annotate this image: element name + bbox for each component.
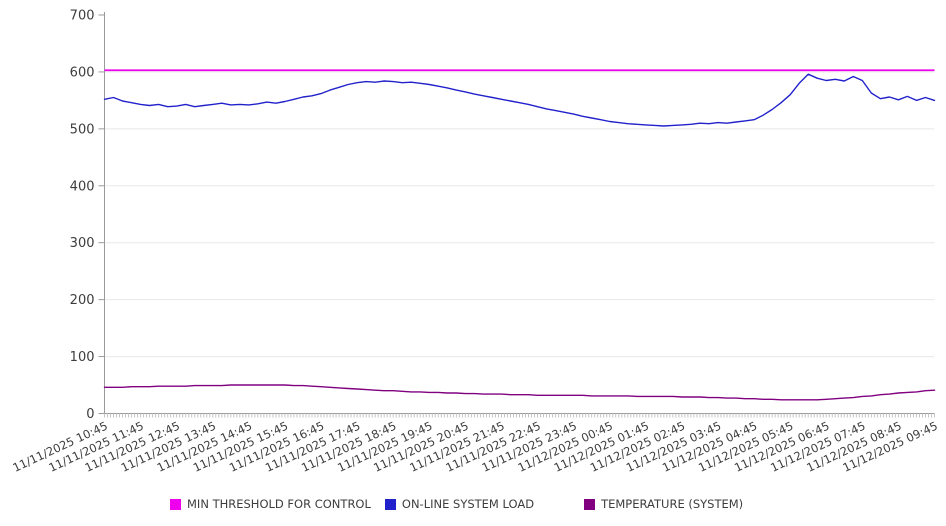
legend-label: MIN THRESHOLD FOR CONTROL — [187, 497, 371, 511]
legend-item-online-system-load[interactable]: ON-LINE SYSTEM LOAD — [384, 497, 535, 511]
legend-label: ON-LINE SYSTEM LOAD — [401, 497, 535, 511]
svg-text:700: 700 — [70, 9, 95, 24]
online-system-load-swatch-icon — [384, 498, 396, 510]
svg-text:300: 300 — [70, 236, 95, 251]
legend-item-min-threshold[interactable]: MIN THRESHOLD FOR CONTROL — [170, 497, 371, 511]
legend-label: TEMPERATURE (SYSTEM) — [601, 497, 744, 511]
svg-text:200: 200 — [70, 293, 95, 308]
legend-item-temperature-system[interactable]: TEMPERATURE (SYSTEM) — [584, 497, 743, 511]
svg-text:500: 500 — [70, 122, 95, 137]
chart-legend: MIN THRESHOLD FOR CONTROL ON-LINE SYSTEM… — [0, 497, 946, 511]
min-threshold-swatch-icon — [170, 498, 181, 510]
svg-text:100: 100 — [70, 350, 95, 365]
temperature-system-swatch-icon — [584, 498, 596, 510]
svg-text:600: 600 — [70, 65, 95, 80]
svg-text:0: 0 — [86, 407, 94, 422]
svg-text:400: 400 — [70, 179, 95, 194]
